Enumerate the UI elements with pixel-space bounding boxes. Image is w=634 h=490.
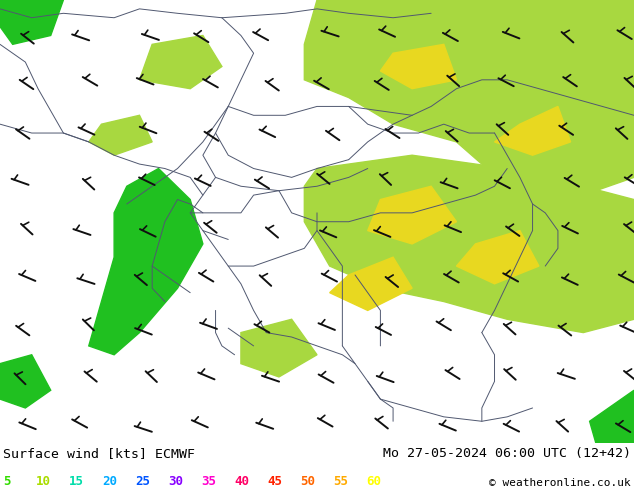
Polygon shape xyxy=(0,0,63,44)
Text: 45: 45 xyxy=(267,475,282,488)
Polygon shape xyxy=(590,390,634,443)
Text: Mo 27-05-2024 06:00 UTC (12+42): Mo 27-05-2024 06:00 UTC (12+42) xyxy=(383,447,631,460)
Text: 20: 20 xyxy=(102,475,117,488)
Text: 25: 25 xyxy=(135,475,150,488)
Text: 5: 5 xyxy=(3,475,11,488)
Polygon shape xyxy=(0,355,51,408)
Polygon shape xyxy=(241,319,317,377)
Polygon shape xyxy=(495,106,571,155)
Polygon shape xyxy=(304,0,634,199)
Text: © weatheronline.co.uk: © weatheronline.co.uk xyxy=(489,478,631,488)
Text: 35: 35 xyxy=(201,475,216,488)
Text: Surface wind [kts] ECMWF: Surface wind [kts] ECMWF xyxy=(3,447,195,460)
Polygon shape xyxy=(380,44,456,89)
Polygon shape xyxy=(456,231,539,284)
Polygon shape xyxy=(89,169,203,355)
Polygon shape xyxy=(89,115,152,155)
Text: 10: 10 xyxy=(36,475,51,488)
Text: 30: 30 xyxy=(168,475,183,488)
Text: 40: 40 xyxy=(234,475,249,488)
Text: 55: 55 xyxy=(333,475,348,488)
Polygon shape xyxy=(330,257,412,311)
Text: 15: 15 xyxy=(69,475,84,488)
Polygon shape xyxy=(304,155,634,333)
Text: 60: 60 xyxy=(366,475,381,488)
Polygon shape xyxy=(139,35,222,89)
Text: 50: 50 xyxy=(300,475,315,488)
Polygon shape xyxy=(368,186,456,244)
